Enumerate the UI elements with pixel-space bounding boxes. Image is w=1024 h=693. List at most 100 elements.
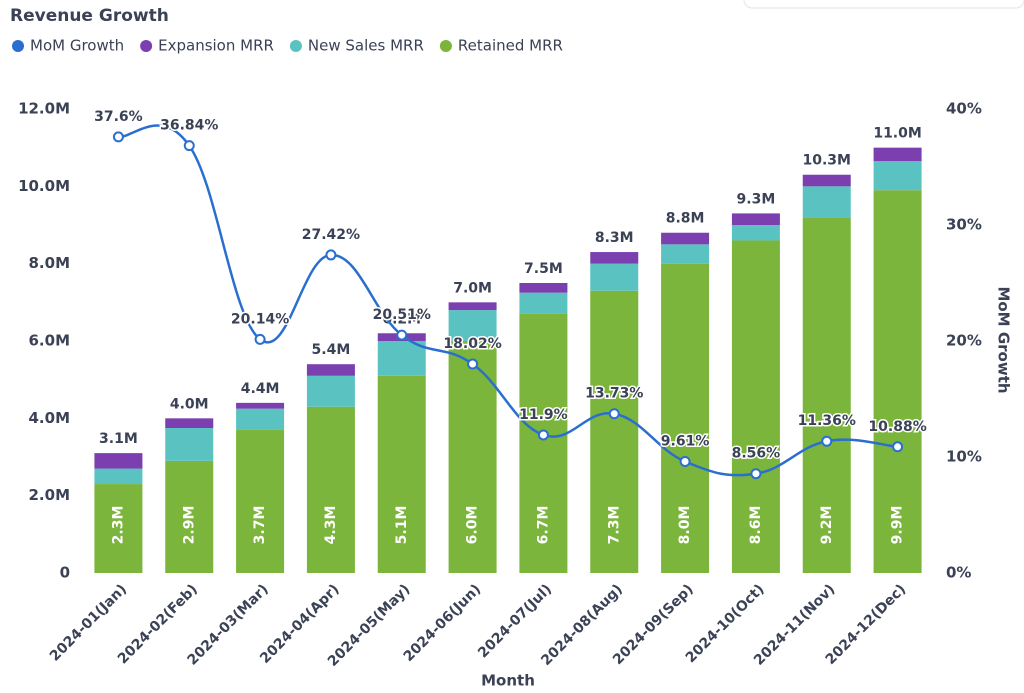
- total-label: 10.3M: [803, 153, 851, 169]
- bar-segment: [731, 225, 780, 241]
- total-label: 4.0M: [170, 396, 209, 412]
- bar-segment: [590, 252, 639, 264]
- y-tick-label: 8.0M: [29, 254, 71, 272]
- bar-segment: [306, 364, 355, 376]
- chart-title: Revenue Growth: [10, 6, 169, 26]
- total-label: 7.0M: [453, 280, 492, 296]
- line-value-label: 36.84%: [160, 118, 218, 134]
- line-point: [112, 131, 124, 143]
- total-label: 11.0M: [873, 126, 921, 142]
- y-tick-label: 4.0M: [29, 409, 71, 427]
- legend-marker: [12, 40, 24, 52]
- bar-value-label: 9.9M: [890, 506, 906, 545]
- total-label: 5.4M: [312, 342, 351, 358]
- bar-segment: [377, 341, 426, 376]
- bar-segment: [802, 186, 851, 218]
- line-value-label: 20.51%: [373, 307, 431, 323]
- bar-value-label: 6.7M: [535, 506, 551, 545]
- bar-segment: [94, 484, 143, 573]
- legend-marker: [289, 40, 302, 52]
- bar-segment: [519, 283, 568, 293]
- legend-label: New Sales MRR: [308, 37, 424, 55]
- y2-tick-label: 10%: [946, 448, 982, 466]
- bar-segment: [731, 240, 780, 573]
- bar-segment: [448, 310, 497, 341]
- y2-tick-label: 30%: [946, 216, 982, 234]
- bar-value-label: 7.3M: [606, 506, 622, 545]
- line-point: [821, 435, 833, 447]
- bar-value-label: 5.1M: [394, 506, 410, 545]
- line-value-label: 18.02%: [443, 336, 501, 352]
- line-point: [608, 408, 620, 420]
- line-point: [750, 468, 762, 480]
- bar-segment: [448, 302, 497, 311]
- bar-value-label: 3.7M: [252, 506, 268, 545]
- total-label: 9.3M: [737, 191, 776, 207]
- bar-segment: [590, 290, 639, 573]
- x-tick-label: 2024-06(Jun): [401, 581, 485, 665]
- bar-value-label: 2.3M: [110, 506, 126, 545]
- bar-segment: [94, 468, 143, 485]
- bar-value-label: 9.2M: [819, 506, 835, 545]
- line-value-label: 11.9%: [519, 407, 568, 423]
- bar-value-label: 4.3M: [323, 506, 339, 545]
- bar-segment: [165, 418, 214, 428]
- bar-segment: [519, 292, 568, 314]
- bar-segment: [94, 453, 143, 469]
- line-point: [183, 140, 195, 152]
- y2-tick-label: 20%: [946, 332, 982, 350]
- bar-segment: [165, 460, 214, 573]
- bar-segment: [306, 406, 355, 573]
- x-axis-title: Month: [481, 672, 535, 690]
- search-box[interactable]: [743, 0, 1024, 9]
- y-tick-label: 0: [60, 564, 70, 582]
- total-label: 3.1M: [99, 431, 138, 447]
- total-label: 6.2M: [382, 311, 421, 327]
- total-label: 4.4M: [241, 381, 280, 397]
- bar-segment: [236, 408, 285, 430]
- bar-segment: [165, 428, 214, 461]
- line-point: [254, 333, 266, 345]
- bar-value-label: 6.0M: [465, 506, 481, 545]
- y-tick-label: 6.0M: [29, 332, 71, 350]
- bar-segment: [661, 263, 710, 573]
- bar-segment: [661, 232, 710, 245]
- bar-segment: [519, 313, 568, 573]
- bar-value-label: 8.6M: [748, 506, 764, 545]
- bar-segment: [873, 147, 922, 162]
- total-label: 8.8M: [666, 211, 705, 227]
- y2-tick-label: 40%: [946, 100, 982, 118]
- bar-segment: [731, 213, 780, 225]
- bar-value-label: 2.9M: [181, 506, 197, 545]
- bar-segment: [306, 375, 355, 407]
- bar-segment: [236, 402, 285, 409]
- line-point: [892, 441, 904, 453]
- bar-segment: [802, 174, 851, 187]
- legend-marker: [439, 40, 452, 52]
- bar-segment: [802, 217, 851, 573]
- y2-tick-label: 0%: [946, 564, 971, 582]
- line-point: [396, 329, 408, 341]
- line-point: [325, 249, 337, 261]
- line-value-label: 10.88%: [868, 419, 926, 435]
- legend-marker: [140, 40, 153, 52]
- x-tick-label: 2024-07(Jul): [475, 581, 555, 661]
- bar-value-label: 8.0M: [677, 506, 693, 545]
- line-value-label: 20.14%: [231, 311, 289, 327]
- total-label: 7.5M: [524, 261, 563, 277]
- y-tick-label: 12.0M: [18, 100, 70, 118]
- total-label: 8.3M: [595, 230, 634, 246]
- line-value-label: 9.61%: [661, 434, 710, 450]
- y2-axis-title: MoM Growth: [995, 286, 1013, 393]
- bar-segment: [873, 161, 922, 191]
- y-tick-label: 10.0M: [18, 177, 70, 195]
- bar-segment: [590, 263, 639, 291]
- line-point: [467, 358, 479, 370]
- legend-label: MoM Growth: [30, 37, 124, 55]
- line-value-label: 8.56%: [732, 446, 781, 462]
- bar-segment: [236, 429, 285, 573]
- bar-segment: [377, 375, 426, 573]
- y-tick-label: 2.0M: [29, 486, 71, 504]
- line-value-label: 37.6%: [94, 109, 143, 125]
